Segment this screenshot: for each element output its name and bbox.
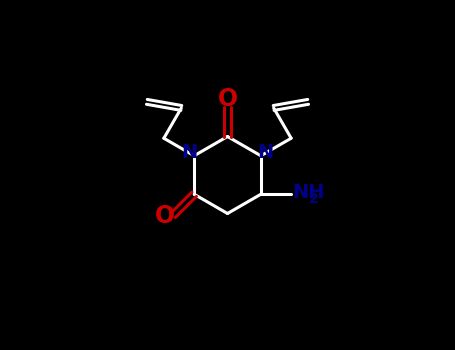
Text: N: N xyxy=(257,144,273,162)
Text: O: O xyxy=(217,87,238,111)
Text: NH: NH xyxy=(293,183,325,202)
Text: O: O xyxy=(155,204,175,228)
Text: 2: 2 xyxy=(309,192,318,206)
Text: N: N xyxy=(182,144,198,162)
